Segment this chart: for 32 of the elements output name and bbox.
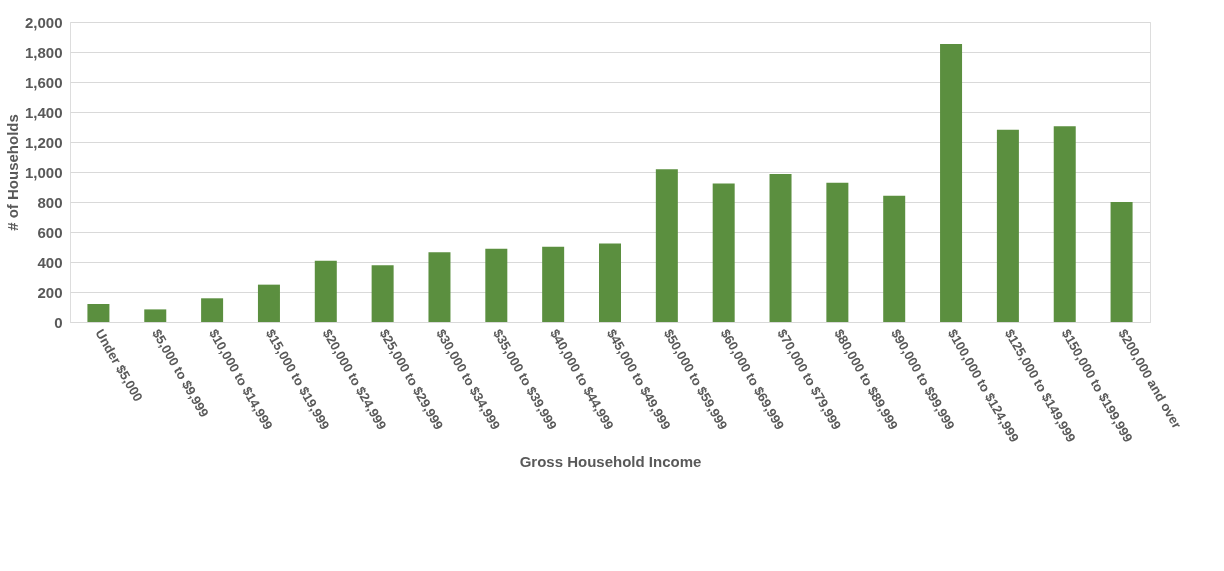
x-axis-title: Gross Household Income [519,452,702,470]
y-axis-title: # of Households [3,114,21,231]
bar [940,44,963,322]
bar [257,284,280,322]
y-tick-label: 200 [37,283,63,301]
bar [201,298,224,322]
bar [1110,202,1133,322]
y-tick-label: 1,800 [24,43,63,61]
y-tick-label: 1,200 [24,133,63,151]
bar [144,309,167,322]
bar [996,129,1019,322]
y-tick-label: 1,400 [24,103,63,121]
bar [87,304,110,322]
bar [485,248,508,322]
y-tick-label: 1,000 [24,163,63,181]
bar [655,169,678,322]
y-tick-label: 1,600 [24,73,63,91]
bar [542,246,565,322]
bar [826,182,849,322]
bar [371,265,394,322]
bar [769,174,792,322]
bar [712,183,735,322]
bar [883,195,906,322]
y-tick-label: 600 [37,223,63,241]
bar [314,260,337,322]
bar [428,252,451,322]
bar [1053,126,1076,322]
y-tick-label: 400 [37,253,63,271]
y-tick-label: 0 [54,313,63,331]
y-tick-label: 800 [37,193,63,211]
bar [599,243,621,322]
y-tick-label: 2,000 [24,13,63,31]
